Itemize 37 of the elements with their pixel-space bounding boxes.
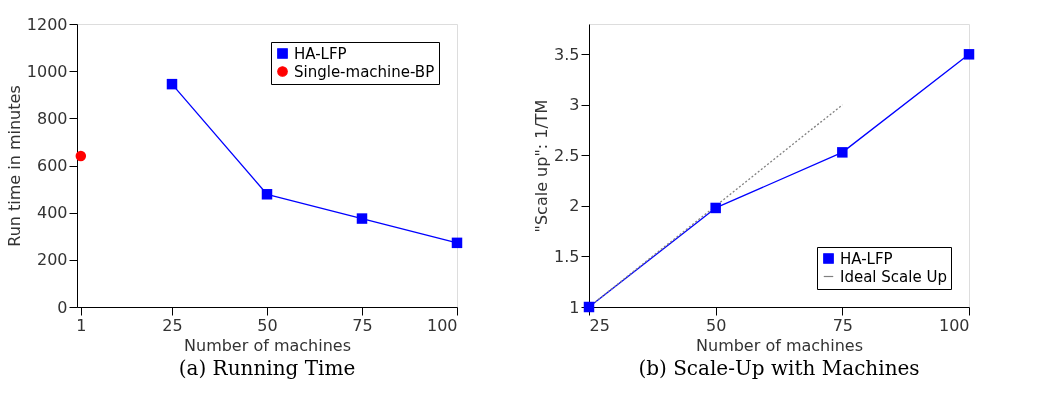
x-tick-label: 50	[705, 315, 727, 335]
x-tick-label: 75	[352, 315, 373, 335]
legend-label: Ideal Scale Up	[840, 267, 947, 286]
x-tick-label: 75	[832, 315, 854, 335]
point	[261, 189, 273, 200]
y-tick-label: 200	[36, 250, 68, 270]
legend-label: HA-LFP	[294, 44, 347, 63]
y-tick-label: 0	[57, 297, 68, 317]
y-tick-label: 800	[36, 108, 68, 128]
legend-label: Single-machine-BP	[294, 62, 435, 81]
y-tick-label: 2	[569, 196, 580, 216]
y-tick-label: 3	[569, 95, 580, 115]
x-axis-title: Number of machines	[184, 335, 351, 355]
x-axis-title: Number of machines	[696, 335, 863, 355]
x-tick-label: 100	[426, 315, 458, 335]
y-tick-label: 3.5	[554, 44, 580, 64]
y-tick-label: 1000	[26, 61, 68, 81]
text: (a) Running Time	[178, 356, 356, 380]
point	[166, 78, 178, 90]
point	[356, 213, 368, 224]
y-tick-label: 2.5	[554, 145, 580, 165]
y-tick-label: 1	[569, 297, 580, 317]
text: (b) Scale-Up with Machines	[638, 356, 920, 380]
legend-label: HA-LFP	[840, 249, 893, 268]
x-tick-label: 100	[938, 315, 970, 335]
x-tick-label: 25	[589, 315, 610, 335]
x-tick-label: 1	[76, 315, 87, 335]
y-tick-label: 600	[36, 156, 68, 175]
y-axis-title: "Scale up": 1/TM	[532, 99, 552, 233]
point	[75, 150, 87, 162]
y-tick-label: 1.5	[554, 246, 580, 266]
y-axis-title: Run time in minutes	[4, 85, 24, 247]
x-tick-label: 25	[162, 315, 183, 335]
y-tick-label: 400	[36, 203, 68, 223]
point	[451, 237, 463, 249]
y-tick-label: 1200	[26, 14, 68, 34]
x-tick-label: 50	[257, 315, 278, 335]
